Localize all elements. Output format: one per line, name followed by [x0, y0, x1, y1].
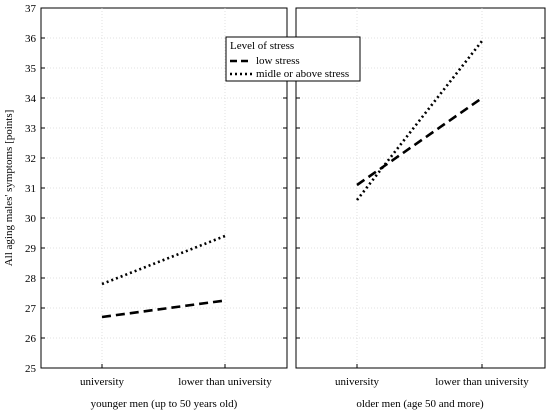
- x-tick-label: university: [335, 376, 379, 388]
- y-axis-label: All aging males' symptoms [points]: [3, 110, 15, 267]
- series-line-low-stress-panel-1: [101, 299, 226, 319]
- legend-box: [225, 36, 361, 82]
- series-line-midle-or-above-stress-panel-1: [101, 234, 226, 286]
- right-panel-title: older men (age 50 and more): [356, 398, 484, 410]
- left-panel-title: younger men (up to 50 years old): [91, 398, 238, 410]
- y-tick-label: 29: [25, 243, 37, 255]
- y-tick-label: 33: [25, 123, 37, 135]
- series-line-low-stress-panel-2: [356, 96, 483, 187]
- y-tick-label: 31: [25, 183, 36, 195]
- legend-title: Level of stress: [230, 40, 294, 52]
- y-tick-label: 32: [25, 153, 36, 165]
- x-axis-ticks: university lower than university universit…: [80, 364, 529, 388]
- legend-label-low-stress: low stress: [256, 55, 300, 67]
- legend-label-high-stress: midle or above stress: [256, 68, 349, 80]
- series-lines: [101, 40, 484, 319]
- x-tick-label: lower than university: [178, 376, 272, 388]
- y-axis-ticks: 25 26 27 28 29 30 31 32 33 34 35 36 37: [25, 3, 545, 375]
- y-tick-label: 26: [25, 333, 37, 345]
- series-line-midle-or-above-stress-panel-2: [355, 40, 484, 201]
- y-tick-label: 37: [25, 3, 37, 15]
- legend: Level of stress low stress midle or abov…: [225, 36, 361, 82]
- y-tick-label: 35: [25, 63, 37, 75]
- y-tick-label: 34: [25, 93, 37, 105]
- y-tick-label: 27: [25, 303, 37, 315]
- x-tick-label: university: [80, 376, 124, 388]
- grid-lines: [41, 8, 545, 368]
- y-tick-label: 25: [25, 363, 37, 375]
- y-tick-label: 30: [25, 213, 37, 225]
- y-tick-label: 28: [25, 273, 37, 285]
- x-tick-label: lower than university: [435, 376, 529, 388]
- y-tick-label: 36: [25, 33, 37, 45]
